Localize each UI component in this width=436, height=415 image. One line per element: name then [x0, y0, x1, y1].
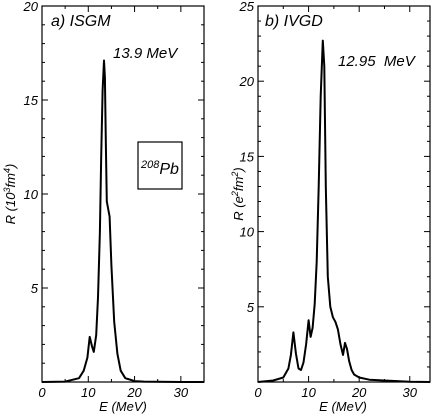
- panel-b-x-axis-label: E (MeV): [319, 399, 367, 414]
- inset-label: 208Pb: [140, 159, 179, 178]
- panel-b-frame: [257, 5, 431, 383]
- panel-b: b) IVGD 12.95 MeV 0 10 20 30 5 10 15 20 25 E (Me…: [230, 0, 431, 414]
- x-tick-label: 30: [403, 385, 418, 400]
- panel-b-label: b) IVGD: [265, 13, 323, 30]
- x-tick-label: 30: [174, 385, 189, 400]
- panel-a-frame: [41, 5, 205, 383]
- inset-label-box: [137, 141, 183, 190]
- panel-a-x-axis-label: E (MeV): [99, 399, 147, 414]
- x-tick-label: 20: [351, 385, 367, 400]
- x-tick-label: 10: [81, 385, 96, 400]
- panel-b-spectrum-line: [257, 39, 431, 383]
- panel-b-y-axis-label: R (e2fm2): [230, 167, 246, 220]
- panel-b-peak-label: 12.95 MeV: [338, 53, 417, 70]
- y-tick-label: 10: [240, 225, 255, 240]
- y-tick-label: 15: [24, 93, 39, 108]
- panel-a: a) ISGM 13.9 MeV 208Pb 0 10 20 30 5 10 15 20 E …: [2, 0, 205, 414]
- inset-label-main: Pb: [159, 161, 179, 178]
- x-tick-label: 20: [126, 385, 142, 400]
- y-tick-label: 25: [239, 0, 255, 14]
- y-tick-label: 5: [31, 281, 39, 296]
- panel-a-y-axis-label: R (103fm4): [2, 164, 18, 225]
- y-tick-label: 10: [24, 187, 39, 202]
- panel-b-ticks: 0 10 20 30 5 10 15 20 25: [239, 0, 430, 400]
- panel-a-spectrum-line: [41, 59, 204, 383]
- panel-a-peak-label: 13.9 MeV: [113, 45, 179, 62]
- y-tick-label: 20: [239, 74, 255, 89]
- panel-a-label: a) ISGM: [51, 13, 111, 30]
- x-tick-label: 0: [254, 385, 262, 400]
- x-tick-label: 10: [301, 385, 316, 400]
- y-tick-label: 20: [23, 0, 39, 14]
- y-tick-label: 15: [240, 149, 255, 164]
- x-tick-label: 0: [38, 385, 46, 400]
- y-tick-label: 5: [247, 300, 255, 315]
- inset-label-superscript: 208: [140, 159, 160, 171]
